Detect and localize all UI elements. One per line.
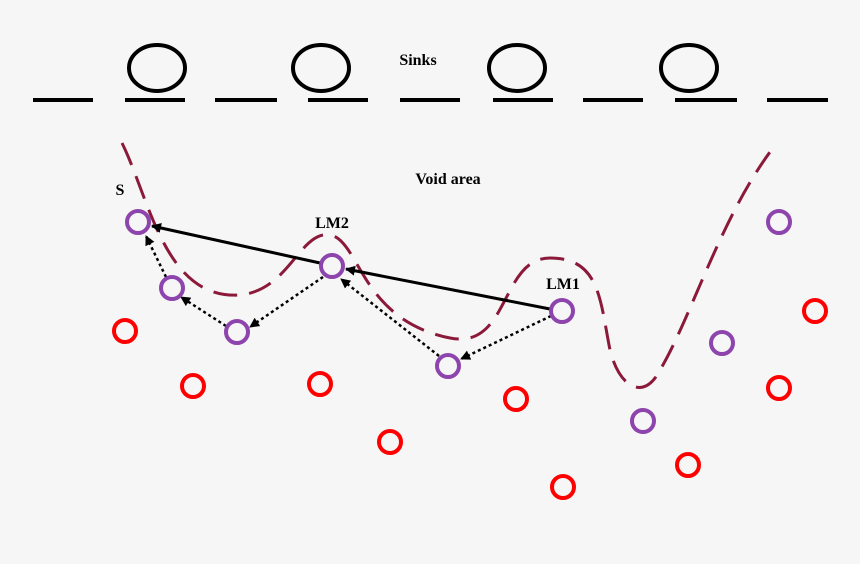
void-node <box>125 209 151 235</box>
sensor-node <box>112 318 138 344</box>
sensor-node <box>802 298 828 324</box>
sink <box>127 43 187 93</box>
sensor-node <box>766 375 792 401</box>
sinks-label: Sinks <box>399 52 436 69</box>
dotted-arrow <box>180 295 227 328</box>
dotted-arrow <box>340 278 440 357</box>
route-arrow <box>345 265 551 311</box>
sink <box>291 43 351 93</box>
lm2-label: LM2 <box>315 215 349 232</box>
void-node <box>709 330 735 356</box>
source-label: S <box>116 182 125 199</box>
sensor-node <box>675 452 701 478</box>
sensor-node <box>550 474 576 500</box>
void-node <box>159 275 185 301</box>
void-node <box>435 353 461 379</box>
lm1-label: LM1 <box>546 276 580 293</box>
dotted-arrow <box>249 275 324 329</box>
void-node <box>549 298 575 324</box>
dotted-arrow <box>460 314 552 361</box>
void-node <box>630 408 656 434</box>
sink-row <box>33 43 828 102</box>
sensor-node <box>377 429 403 455</box>
nodes <box>112 209 828 500</box>
routes <box>144 223 552 361</box>
void-node <box>224 319 250 345</box>
dotted-arrow <box>144 235 168 278</box>
void-node <box>766 209 792 235</box>
sink <box>487 43 547 93</box>
route-arrow <box>151 223 321 265</box>
void-node <box>319 253 345 279</box>
sink <box>659 43 719 93</box>
void-area-label: Void area <box>415 171 480 188</box>
sensor-node <box>503 386 529 412</box>
sensor-node <box>307 371 333 397</box>
sensor-node <box>180 373 206 399</box>
